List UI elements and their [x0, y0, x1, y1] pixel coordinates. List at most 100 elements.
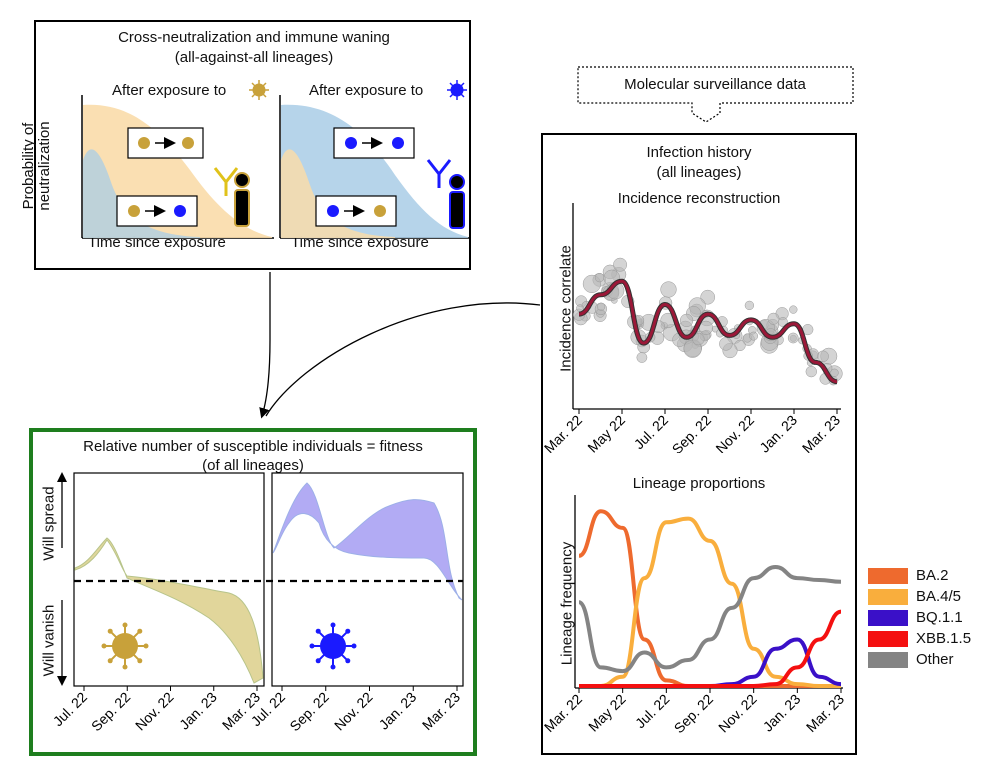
legend-label: BA.4/5	[916, 588, 962, 605]
legend-label: BQ.1.1	[916, 609, 963, 626]
legend-swatch	[868, 568, 908, 584]
gold-person-icon	[234, 172, 250, 227]
incidence-line	[578, 279, 838, 384]
surveillance-arrow-shape	[577, 66, 854, 123]
virus-spike-tip	[330, 664, 336, 670]
lineage-series-Other	[577, 565, 842, 674]
virus-spike-tip	[122, 622, 128, 628]
incidence-point	[789, 305, 798, 314]
blue-virus-large-icon	[309, 622, 357, 670]
incidence-point	[660, 281, 677, 298]
virus-spike-tip	[351, 643, 357, 649]
legend-swatch	[868, 631, 908, 647]
infection-title-line1: Infection history	[646, 144, 752, 161]
incidence-point	[749, 331, 759, 341]
lineage-tick-label: Jan. 23	[760, 691, 804, 735]
virus-spike-tip	[315, 628, 321, 634]
legend-label: XBB.1.5	[916, 630, 972, 647]
gold-to-blue-inset	[116, 195, 198, 227]
legend-swatch	[868, 610, 908, 626]
fitness-blue-tick-label: Sep. 22	[286, 689, 332, 735]
legend-label: Other	[916, 651, 954, 668]
fitness-title-line1: Relative number of susceptible individua…	[83, 438, 423, 455]
gold-antibody-icon	[213, 167, 239, 196]
virus-spike-tip	[309, 643, 315, 649]
fitness-gold-tick-label: Nov. 22	[132, 689, 177, 734]
blue-virus-icon	[447, 80, 467, 100]
incidence-point	[597, 302, 606, 311]
lineage-series-XBB-1-5	[579, 609, 842, 688]
incidence-tick-label: Mar. 23	[799, 412, 843, 453]
fitness-blue-tick-label: Nov. 22	[331, 689, 376, 734]
exposure-label-gold: After exposure to	[112, 82, 227, 99]
fitness-gold-frame	[73, 472, 265, 687]
incidence-point	[700, 289, 716, 305]
immune-title-line1: Cross-neutralization and immune waning	[118, 29, 390, 46]
virus-spike-tip	[101, 643, 107, 649]
incidence-tick-label: Nov. 22	[712, 412, 757, 453]
virus-body	[112, 633, 138, 659]
incidence-point	[594, 272, 605, 283]
incidence-tick-label: May 22	[584, 412, 628, 453]
legend-swatch	[868, 589, 908, 605]
blue-to-blue-inset	[333, 127, 415, 159]
lineage-tick-label: Jul. 22	[632, 691, 673, 732]
fitness-blue-tick-label: Jan. 23	[376, 689, 420, 733]
incidence-point	[692, 332, 705, 346]
incidence-point	[613, 257, 628, 272]
fitness-gold-tick-label: Sep. 22	[88, 689, 134, 735]
virus-spike-tip	[143, 643, 149, 649]
incidence-point	[805, 365, 817, 378]
lineage-series-BA-4-5	[579, 516, 841, 688]
fitness-gold-tick-label: Jul. 22	[50, 689, 91, 730]
virus-spike-tip	[122, 664, 128, 670]
incidence-point	[767, 312, 780, 325]
lineage-tick-label: Nov. 22	[715, 691, 760, 736]
virus-spike-tip	[107, 628, 113, 634]
lineage-tick-label: May 22	[585, 691, 629, 735]
virus-spike-tip	[137, 658, 143, 664]
incidence-point	[744, 300, 755, 311]
connector-arrow-left	[259, 272, 271, 419]
virus-body	[320, 633, 346, 659]
gold-virus-icon	[249, 80, 269, 100]
fitness-gold-tick-label: Jan. 23	[176, 689, 220, 733]
immune-title-line2: (all-against-all lineages)	[174, 49, 334, 66]
virus-spike-tip	[315, 658, 321, 664]
virus-spike-tip	[137, 628, 143, 634]
lineage-tick-label: Mar. 22	[541, 691, 585, 735]
incidence-tick-label: Jan. 23	[756, 412, 800, 453]
virus-spike-tip	[330, 622, 336, 628]
incidence-point	[787, 332, 799, 344]
lineage-title: Lineage proportions	[632, 475, 766, 492]
incidence-point	[817, 350, 829, 363]
infection-title-line2: (all lineages)	[656, 164, 742, 181]
virus-spike-tip	[107, 658, 113, 664]
legend-swatch	[868, 652, 908, 668]
vanish-arrowhead-icon	[57, 676, 67, 686]
legend-label: BA.2	[916, 567, 949, 584]
incidence-point	[698, 320, 714, 335]
incidence-point	[830, 368, 839, 377]
incidence-tick-label: Jul. 22	[631, 412, 672, 453]
incidence-point	[636, 352, 648, 363]
virus-spike-tip	[345, 658, 351, 664]
incidence-tick-label: Mar. 22	[541, 412, 585, 453]
exposure-label-blue: After exposure to	[309, 82, 424, 99]
blue-person-icon	[449, 174, 465, 229]
lineage-tick-label: Sep. 22	[671, 691, 717, 737]
lineage-tick-label: Mar. 23	[803, 691, 847, 735]
fitness-blue-tick-label: Mar. 23	[419, 689, 463, 733]
fitness-title-line2: (of all lineages)	[202, 457, 304, 474]
virus-spike-tip	[345, 628, 351, 634]
connector-arrow-right	[265, 302, 541, 417]
spread-arrowhead-icon	[57, 472, 67, 482]
incidence-tick-label: Sep. 22	[669, 412, 715, 453]
surveillance-label: Molecular surveillance data	[624, 76, 806, 93]
gold-to-gold-inset	[127, 127, 204, 159]
incidence-title: Incidence reconstruction	[617, 190, 781, 207]
